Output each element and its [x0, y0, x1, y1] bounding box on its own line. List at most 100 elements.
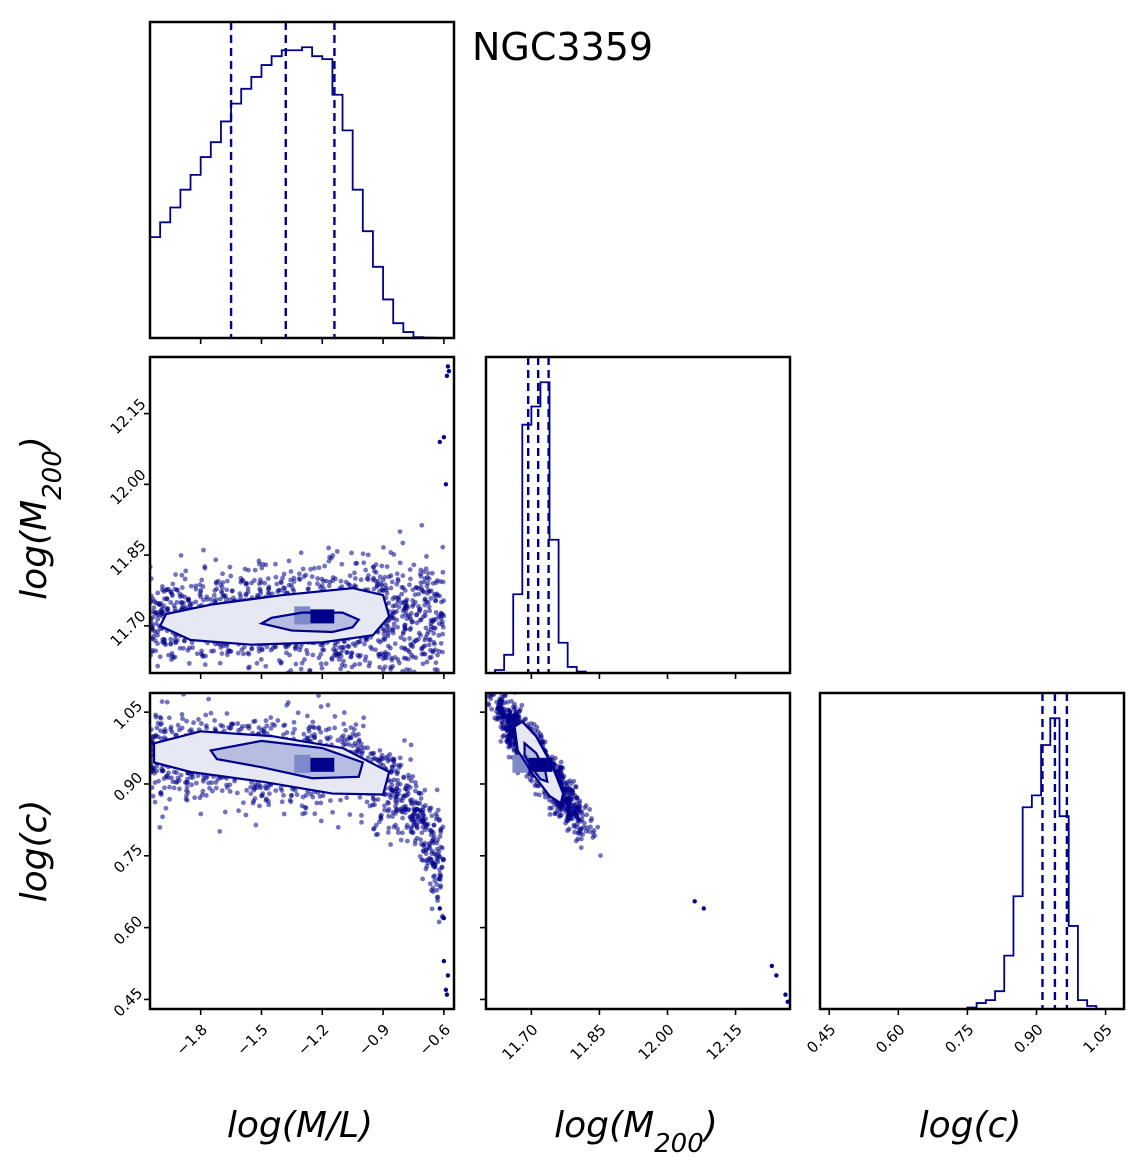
sample-point — [307, 581, 312, 586]
sample-point — [417, 687, 422, 692]
sample-point — [397, 529, 403, 535]
sample-point — [394, 771, 400, 777]
sample-point — [155, 641, 160, 646]
sample-point — [179, 712, 185, 717]
sample-point — [224, 587, 230, 593]
sample-point — [227, 789, 233, 794]
sample-point — [265, 785, 271, 791]
sample-point — [293, 661, 299, 667]
sample-point — [479, 682, 484, 687]
sample-point — [428, 832, 434, 838]
y-tick-label: 12.00 — [107, 466, 150, 509]
sample-point — [203, 712, 209, 718]
sample-point — [411, 640, 417, 645]
sample-point — [557, 809, 563, 815]
sample-point — [170, 779, 176, 785]
sample-point — [418, 796, 424, 801]
outlier-point — [443, 987, 449, 993]
sample-point — [390, 603, 396, 609]
sample-point — [564, 798, 570, 803]
density-peak-halo — [294, 754, 311, 773]
sample-point — [581, 824, 587, 830]
sample-point — [506, 754, 512, 760]
sample-point — [365, 755, 371, 761]
sample-point — [190, 775, 196, 780]
sample-point — [219, 590, 225, 596]
sample-point — [422, 643, 428, 649]
outlier-point — [783, 992, 788, 997]
sample-point — [380, 577, 386, 583]
sample-point — [396, 604, 402, 610]
sample-point — [402, 738, 407, 743]
sample-point — [388, 842, 393, 847]
sample-point — [497, 710, 503, 716]
sample-point — [385, 830, 391, 835]
sample-point — [259, 565, 265, 571]
sample-point — [258, 588, 263, 594]
sample-point — [363, 686, 368, 691]
sample-point — [393, 794, 399, 800]
sample-point — [185, 780, 191, 785]
sample-point — [385, 758, 391, 764]
sample-point — [434, 814, 440, 819]
sample-point — [281, 571, 287, 577]
sample-point — [318, 651, 324, 657]
sample-point — [434, 787, 440, 793]
sample-point — [178, 553, 184, 558]
sample-point — [335, 824, 341, 830]
sample-point — [412, 788, 418, 794]
sample-point — [436, 848, 442, 854]
sample-point — [213, 580, 219, 586]
sample-point — [199, 577, 205, 583]
sample-point — [360, 551, 366, 557]
sample-point — [155, 590, 161, 596]
sample-point — [419, 830, 425, 836]
sample-point — [152, 799, 158, 805]
sample-point — [156, 601, 161, 606]
sample-point — [318, 704, 324, 710]
sample-point — [173, 572, 178, 577]
sample-point — [357, 794, 363, 800]
sample-point — [568, 781, 574, 786]
sample-point — [439, 864, 445, 870]
sample-point — [336, 657, 342, 662]
sample-point — [258, 785, 263, 791]
sample-point — [330, 578, 336, 584]
sample-point — [353, 722, 359, 728]
panel-frame — [148, 20, 456, 340]
sample-point — [556, 814, 562, 819]
sample-point — [160, 814, 165, 820]
sample-point — [278, 580, 284, 586]
sample-point — [338, 735, 344, 740]
sample-point — [198, 721, 204, 726]
sample-point — [411, 806, 417, 812]
sample-point — [549, 805, 555, 811]
sample-point — [384, 700, 389, 705]
y-tick-label: 0.60 — [110, 912, 146, 948]
sample-point — [425, 588, 431, 593]
contour-outer — [513, 720, 565, 805]
sample-point — [562, 786, 568, 792]
sample-point — [252, 784, 257, 790]
sample-point — [382, 807, 387, 813]
sample-point — [427, 608, 433, 614]
sample-point — [343, 727, 348, 733]
sample-point — [349, 650, 355, 656]
sample-point — [347, 573, 353, 579]
sample-point — [151, 734, 157, 740]
sample-point — [433, 610, 439, 615]
sample-point — [192, 795, 198, 801]
sample-point — [220, 571, 225, 577]
sample-point — [364, 637, 370, 643]
sample-point — [281, 732, 286, 738]
sample-point — [406, 807, 412, 813]
sample-point — [428, 647, 433, 653]
sample-point — [179, 572, 185, 578]
sample-point — [565, 828, 570, 833]
sample-point — [174, 599, 180, 605]
sample-point — [399, 600, 405, 606]
sample-point — [524, 773, 530, 779]
sample-point — [393, 798, 398, 804]
sample-point — [498, 699, 503, 705]
sample-point — [408, 616, 414, 622]
